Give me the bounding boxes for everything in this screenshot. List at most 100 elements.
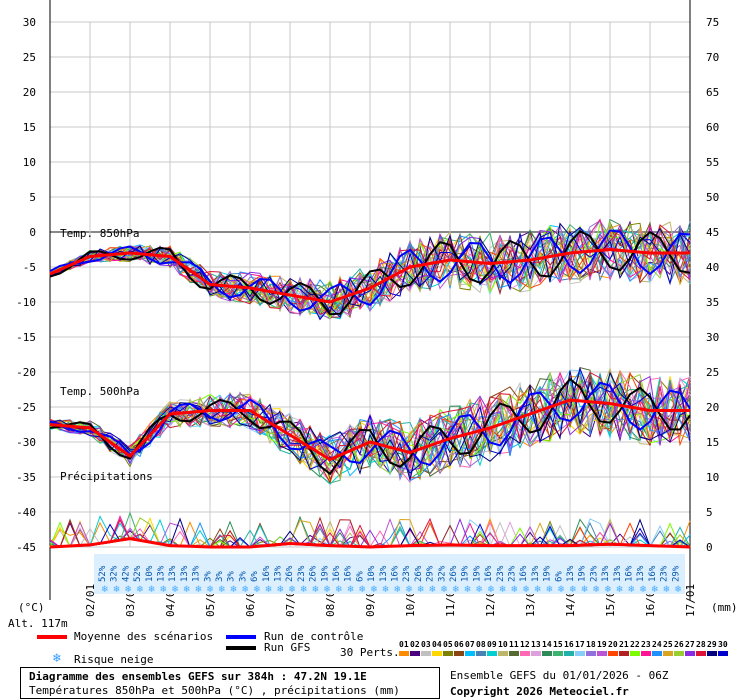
right-tick-label: 15 <box>706 436 719 449</box>
snowflake-icon: ❄ <box>452 585 460 595</box>
pert-legend-id: 08 <box>476 640 486 649</box>
left-tick-label: -15 <box>16 331 36 344</box>
left-tick-label: -10 <box>16 296 36 309</box>
chart-subtitle: Températures 850hPa et 500hPa (°C) , pré… <box>29 684 400 697</box>
left-tick-label: 15 <box>23 121 36 134</box>
snow-risk-pct: 19% <box>578 565 588 582</box>
pert-legend-id: 25 <box>663 640 673 649</box>
snow-risk-pct: 32% <box>437 565 447 582</box>
chart-title: Diagramme des ensembles GEFS sur 384h : … <box>29 670 367 683</box>
pert-legend-swatch <box>454 651 464 656</box>
snow-risk-pct: 16% <box>519 565 529 582</box>
snowflake-icon: ❄ <box>277 585 285 595</box>
snowflake-icon: ❄ <box>405 585 413 595</box>
pert-legend-swatch <box>498 651 508 656</box>
copyright-label: Copyright 2026 Meteociel.fr <box>450 685 629 698</box>
snowflake-icon: ❄ <box>534 585 542 595</box>
snow-risk-pct: 26% <box>414 565 424 582</box>
altitude-label: Alt. 117m <box>8 617 68 630</box>
right-tick-label: 75 <box>706 16 719 29</box>
legend-control-swatch <box>226 635 256 639</box>
left-tick-label: -5 <box>23 261 36 274</box>
snowflake-icon: ❄ <box>382 585 390 595</box>
snowflake-icon: ❄ <box>53 651 61 666</box>
snow-risk-pct: 3% <box>203 571 213 582</box>
right-tick-label: 5 <box>706 506 713 519</box>
snow-risk-pct: 16% <box>344 565 354 582</box>
snowflake-icon: ❄ <box>335 585 343 595</box>
mean-line-t500 <box>49 398 690 462</box>
right-tick-label: 0 <box>706 541 713 554</box>
left-tick-label: 30 <box>23 16 36 29</box>
snow-risk-pct: 16% <box>262 565 272 582</box>
pert-legend-swatch <box>487 651 497 656</box>
snow-risk-pct: 10% <box>367 565 377 582</box>
snow-risk-pct: 23% <box>402 565 412 582</box>
legend-control-label: Run de contrôle <box>264 630 364 643</box>
pert-legend-id: 04 <box>432 640 442 649</box>
pert-legend-id: 15 <box>553 640 563 649</box>
pert-legend-swatch <box>674 651 684 656</box>
snow-risk-pct: 19% <box>543 565 553 582</box>
snow-risk-pct: 19% <box>472 565 482 582</box>
pert-legend-id: 16 <box>564 640 574 649</box>
pert-legend-swatch <box>520 651 530 656</box>
snowflake-icon: ❄ <box>674 585 682 595</box>
pert-legend-id: 29 <box>707 640 717 649</box>
pert-legend-swatch <box>685 651 695 656</box>
snowflake-icon: ❄ <box>487 585 495 595</box>
snowflake-icon: ❄ <box>417 585 425 595</box>
snowflake-icon: ❄ <box>464 585 472 595</box>
snowflake-icon: ❄ <box>616 585 624 595</box>
pert-legend-swatch <box>553 651 563 656</box>
snowflake-icon: ❄ <box>195 585 203 595</box>
pert-legend-id: 30 <box>718 640 728 649</box>
snowflake-icon: ❄ <box>241 585 249 595</box>
pert-legend-id: 22 <box>630 640 640 649</box>
snow-risk-pct: 13% <box>636 565 646 582</box>
control-run-t850 <box>49 229 691 312</box>
right-tick-label: 70 <box>706 51 719 64</box>
snowflake-icon: ❄ <box>592 585 600 595</box>
pert-legend-id: 06 <box>454 640 464 649</box>
pert-legend-swatch <box>531 651 541 656</box>
right-tick-label: 55 <box>706 156 719 169</box>
snow-risk-pct: 23% <box>589 565 599 582</box>
pert-legend-swatch <box>575 651 585 656</box>
snowflake-icon: ❄ <box>265 585 273 595</box>
snow-risk-pct: 26% <box>309 565 319 582</box>
snowflake-icon: ❄ <box>604 585 612 595</box>
pert-legend-swatch <box>696 651 706 656</box>
left-tick-label: -45 <box>16 541 36 554</box>
snow-risk-pct: 13% <box>531 565 541 582</box>
snowflake-icon: ❄ <box>557 585 565 595</box>
snowflake-icon: ❄ <box>160 585 168 595</box>
pert-legend-id: 20 <box>608 640 618 649</box>
snowflake-icon: ❄ <box>581 585 589 595</box>
pert-legend-id: 05 <box>443 640 453 649</box>
snowflake-icon: ❄ <box>136 585 144 595</box>
pert-legend-swatch <box>564 651 574 656</box>
snowflake-icon: ❄ <box>218 585 226 595</box>
pert-legend-swatch <box>465 651 475 656</box>
snow-risk-pct: 13% <box>274 565 284 582</box>
legend-gfs-label: Run GFS <box>264 641 311 654</box>
snowflake-icon: ❄ <box>148 585 156 595</box>
snowflake-icon: ❄ <box>569 585 577 595</box>
pert-legend-id: 02 <box>410 640 420 649</box>
pert-legend-id: 26 <box>674 640 684 649</box>
snow-risk-pct: 52% <box>98 565 108 582</box>
snow-risk-pct: 23% <box>297 565 307 582</box>
pert-legend-swatch <box>586 651 596 656</box>
right-tick-label: 40 <box>706 261 719 274</box>
panel-label-precip: Précipitations <box>60 470 153 483</box>
chart-grid <box>49 0 691 600</box>
right-tick-label: 25 <box>706 366 719 379</box>
snow-risk-pct: 13% <box>157 565 167 582</box>
snowflake-icon: ❄ <box>628 585 636 595</box>
snowflake-icon: ❄ <box>394 585 402 595</box>
left-tick-label: 10 <box>23 156 36 169</box>
snow-risk-pct: 13% <box>192 565 202 582</box>
snow-risk-pct: 19% <box>461 565 471 582</box>
